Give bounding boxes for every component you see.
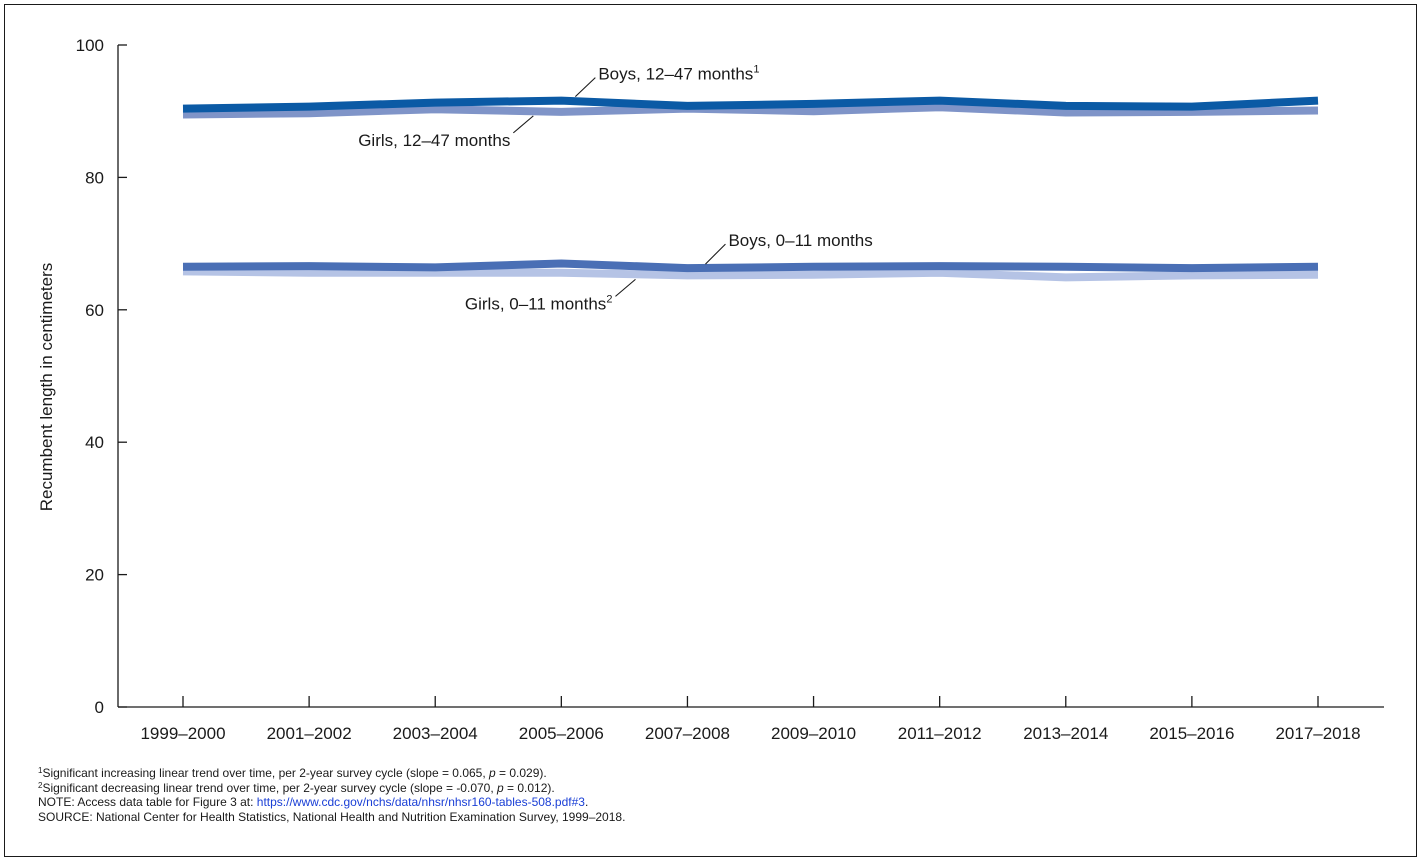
data-table-link[interactable]: https://www.cdc.gov/nchs/data/nhsr/nhsr1… xyxy=(256,795,585,809)
x-tick-label: 2011–2012 xyxy=(898,724,982,743)
chart-axes: 0 20 40 60 80 100 1999–2000 2001–2002 2003–2004 2… xyxy=(76,36,1384,743)
series-label-leader xyxy=(512,115,534,134)
series-line-0 xyxy=(182,96,1319,113)
footnote-1: 1Significant increasing linear trend ove… xyxy=(38,766,547,780)
series-label: Girls, 0–11 months2 xyxy=(465,293,613,313)
y-tick-label: 40 xyxy=(85,433,104,452)
source-line: SOURCE: National Center for Health Stati… xyxy=(38,809,626,824)
y-tick-label: 0 xyxy=(95,698,104,717)
x-tick-label: 2007–2008 xyxy=(645,724,730,743)
x-tick-label: 2015–2016 xyxy=(1149,724,1234,743)
series-line-3 xyxy=(182,267,1319,282)
y-tick-label: 60 xyxy=(85,301,104,320)
series-label-leader xyxy=(615,278,636,297)
y-tick-label: 100 xyxy=(76,36,104,55)
series-label: Boys, 0–11 months xyxy=(728,231,872,250)
note-line: NOTE: Access data table for Figure 3 at:… xyxy=(38,795,589,809)
x-tick-label: 2001–2002 xyxy=(267,724,352,743)
series-label-leader xyxy=(574,77,596,98)
footnotes: 1Significant increasing linear trend ove… xyxy=(38,766,625,824)
x-tick-label: 2013–2014 xyxy=(1023,724,1108,743)
series-label: Boys, 12–47 months1 xyxy=(598,64,759,84)
series-annotations: Boys, 12–47 months1 Girls, 12–47 months Bo… xyxy=(358,64,873,314)
y-tick-label: 20 xyxy=(85,566,104,585)
series-label-leader xyxy=(705,243,726,265)
x-tick-label: 2017–2018 xyxy=(1275,724,1360,743)
figure-frame xyxy=(4,4,1417,857)
y-tick-label: 80 xyxy=(85,168,104,187)
footnote-2: 2Significant decreasing linear trend ove… xyxy=(38,780,555,795)
x-tick-label: 2005–2006 xyxy=(519,724,604,743)
x-tick-label: 1999–2000 xyxy=(140,724,225,743)
series-label: Girls, 12–47 months xyxy=(358,131,510,150)
x-tick-label: 2009–2010 xyxy=(771,724,856,743)
series-line-1 xyxy=(182,103,1319,119)
line-chart: 0 20 40 60 80 100 1999–2000 2001–2002 2003–2004 2… xyxy=(37,36,1384,743)
y-axis-title: Recumbent length in centimeters xyxy=(37,263,56,512)
series-line-2 xyxy=(182,259,1319,273)
series-lines xyxy=(182,96,1319,282)
x-tick-label: 2003–2004 xyxy=(393,724,478,743)
